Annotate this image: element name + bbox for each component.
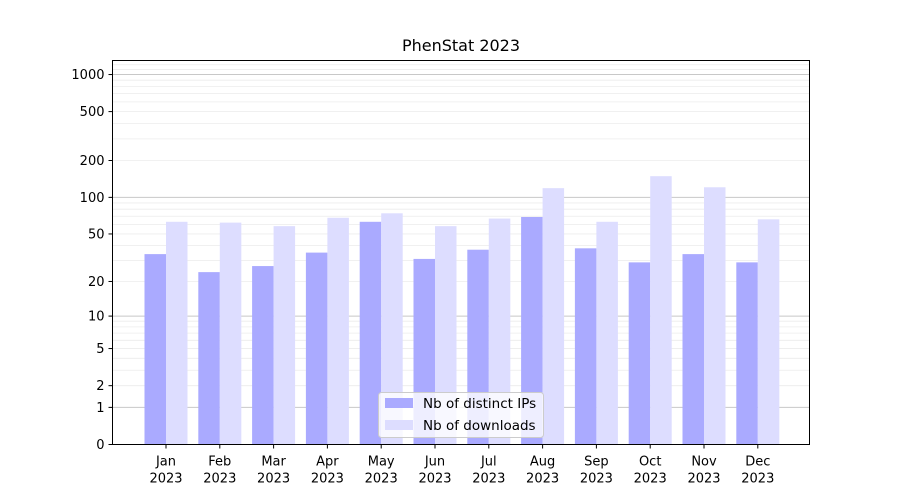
y-axis: 0 1 2 5 10 20 50 100 200 500 1000 xyxy=(71,68,113,453)
y-tick-label: 0 xyxy=(96,438,104,453)
x-tick-label-year: 2023 xyxy=(634,472,667,487)
x-tick-label-month: May xyxy=(368,455,395,470)
x-tick-label-year: 2023 xyxy=(311,472,344,487)
x-tick-label-year: 2023 xyxy=(203,472,236,487)
y-tick-label: 1000 xyxy=(71,68,104,83)
chart-title: PhenStat 2023 xyxy=(402,36,520,55)
bar-nb-of-distinct-ips-may xyxy=(359,221,382,445)
y-tick-label: 200 xyxy=(80,154,105,169)
x-tick-label-month: Jul xyxy=(480,455,497,470)
x-tick-label-month: Feb xyxy=(208,455,231,470)
x-tick-label-month: Apr xyxy=(316,455,339,470)
bar-nb-of-downloads-mar xyxy=(273,226,296,445)
legend: Nb of distinct IPs Nb of downloads xyxy=(378,392,544,438)
x-tick-label-year: 2023 xyxy=(741,472,774,487)
x-tick-label-year: 2023 xyxy=(580,472,613,487)
x-tick-label-month: Dec xyxy=(745,455,770,470)
bar-nb-of-downloads-nov xyxy=(704,187,726,445)
legend-label-distinct-ips: Nb of distinct IPs xyxy=(423,396,536,412)
y-tick-label: 500 xyxy=(80,105,105,120)
x-tick-label-month: Sep xyxy=(584,455,609,470)
x-tick-label-month: Jun xyxy=(424,455,445,470)
y-tick-label: 1 xyxy=(96,401,104,416)
bar-nb-of-distinct-ips-nov xyxy=(682,254,704,445)
x-tick-label-year: 2023 xyxy=(257,472,290,487)
y-tick-label: 100 xyxy=(80,191,105,206)
bar-nb-of-downloads-sep xyxy=(596,221,618,445)
y-tick-label: 20 xyxy=(88,275,105,290)
legend-label-downloads: Nb of downloads xyxy=(423,418,536,434)
legend-frame xyxy=(378,392,544,438)
y-tick-label: 5 xyxy=(96,342,104,357)
x-tick-label-month: Oct xyxy=(639,455,661,470)
bar-nb-of-distinct-ips-oct xyxy=(628,262,651,445)
bar-nb-of-downloads-oct xyxy=(650,176,672,445)
x-tick-label-year: 2023 xyxy=(418,472,451,487)
plot-frame xyxy=(112,60,810,445)
x-tick-label-month: Jan xyxy=(155,455,176,470)
bar-nb-of-distinct-ips-sep xyxy=(574,248,597,445)
bar-nb-of-downloads-aug xyxy=(542,188,565,445)
bar-nb-of-distinct-ips-dec xyxy=(736,262,758,445)
bar-nb-of-downloads-apr xyxy=(327,217,349,445)
y-tick-label: 2 xyxy=(96,379,104,394)
y-tick-label: 10 xyxy=(88,310,105,325)
bar-nb-of-downloads-jun xyxy=(435,226,457,445)
y-tick-label: 50 xyxy=(88,227,105,242)
x-axis: Jan 2023 Feb 2023 Mar 2023 Apr 2023 May 2023 Jun 20… xyxy=(149,444,774,487)
bar-nb-of-downloads-may xyxy=(381,213,403,445)
x-tick-label-year: 2023 xyxy=(149,472,182,487)
x-tick-label-month: Aug xyxy=(530,455,555,470)
bar-nb-of-downloads-jan xyxy=(166,221,188,445)
bar-nb-of-distinct-ips-apr xyxy=(305,252,328,445)
bar-nb-of-downloads-dec xyxy=(757,219,780,445)
x-tick-label-year: 2023 xyxy=(526,472,559,487)
legend-swatch-downloads xyxy=(385,420,413,430)
x-tick-label-year: 2023 xyxy=(472,472,505,487)
bar-nb-of-distinct-ips-jan xyxy=(144,254,166,445)
bar-nb-of-downloads-jul xyxy=(488,218,511,445)
bars xyxy=(144,176,780,445)
bar-nb-of-distinct-ips-feb xyxy=(198,272,220,445)
bar-nb-of-distinct-ips-mar xyxy=(252,266,274,445)
x-tick-label-month: Nov xyxy=(691,455,717,470)
legend-swatch-distinct-ips xyxy=(385,398,413,408)
bar-nb-of-distinct-ips-aug xyxy=(521,216,543,445)
bar-nb-of-downloads-feb xyxy=(219,222,242,445)
x-tick-label-year: 2023 xyxy=(687,472,720,487)
x-tick-label-month: Mar xyxy=(261,455,286,470)
x-tick-label-year: 2023 xyxy=(365,472,398,487)
